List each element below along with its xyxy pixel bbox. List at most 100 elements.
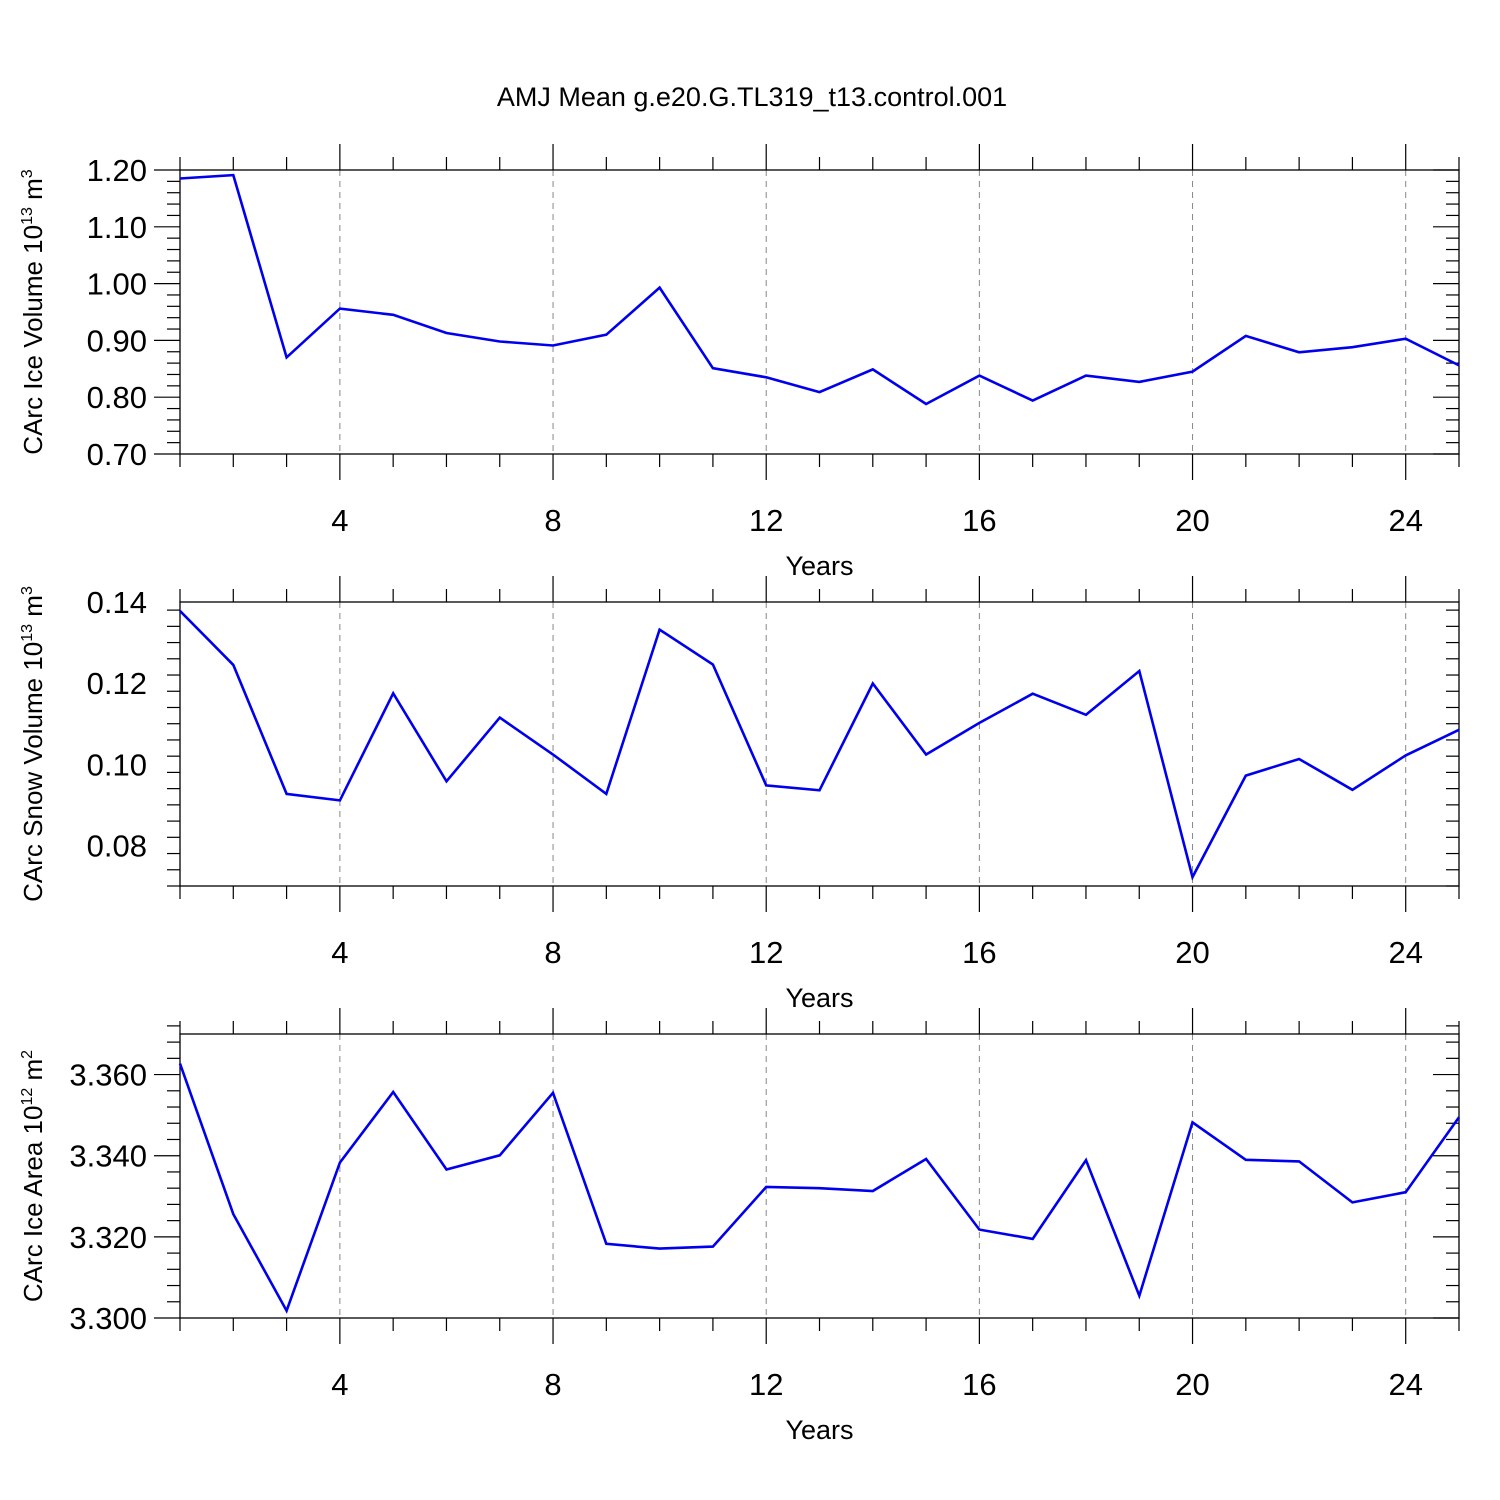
x-tick-label: 4 [331,1367,348,1402]
y-tick-label: 3.320 [69,1220,147,1255]
data-point [1244,334,1248,338]
x-tick-label: 8 [544,1367,561,1402]
data-point [604,1242,608,1246]
data-point [1084,374,1088,378]
data-point [551,344,555,348]
x-tick-label: 4 [331,935,348,970]
data-point [1191,370,1195,374]
x-tick-label: 20 [1175,935,1209,970]
series-line [179,609,1460,881]
y-axis-label-main: CArc Snow Volume 10 [18,642,48,902]
chart-panel-1: 0.70 0.80 0.90 1.00 1.10 1.20 4 8 12 16 20 24 Years C… [18,144,1460,581]
data-point [924,402,928,406]
series-line [178,1063,1461,1314]
data-point [818,1186,822,1190]
series-line [179,173,1460,406]
data-point [1084,1158,1088,1162]
x-tick-label: 8 [544,935,561,970]
y-tick-label: 0.90 [87,323,147,358]
data-point [498,340,502,344]
data-point [178,177,182,181]
data-point [1137,1294,1141,1298]
data-point [711,366,715,370]
data-point [391,313,395,317]
x-tick-label: 24 [1388,1367,1422,1402]
y-axis-label-unit-exponent: 3 [19,586,36,595]
y-axis-label-unit-exponent: 3 [19,169,36,178]
data-point [551,753,555,757]
y-axis-label-unit-exponent: 2 [19,1050,36,1059]
data-point [658,286,662,290]
data-point [977,1228,981,1232]
y-tick-label: 0.10 [87,747,147,782]
data-point [977,374,981,378]
y-tick-label: 3.340 [69,1139,147,1174]
data-point [231,663,235,667]
y-tick-label: 0.14 [87,585,147,620]
data-point [1031,692,1035,696]
data-point [871,367,875,371]
figure-title: AMJ Mean g.e20.G.TL319_t13.control.001 [497,82,1007,112]
data-point [1191,875,1195,879]
data-point [391,1090,395,1094]
data-point [444,779,448,783]
y-axis-label-main: CArc Ice Area 10 [18,1106,48,1303]
x-tick-label: 24 [1388,503,1422,538]
y-axis-label-exponent: 13 [19,207,36,225]
data-point [604,792,608,796]
data-point [1404,753,1408,757]
x-axis-label: Years [785,551,853,581]
y-tick-label: 1.20 [87,153,147,188]
y-axis-label-main: CArc Ice Volume 10 [18,225,48,455]
y-axis-label-unit: m [18,178,48,207]
data-point [285,355,289,359]
data-point [178,609,182,613]
data-point [498,1153,502,1157]
data-point [285,1309,289,1313]
data-point [1457,728,1461,732]
x-tick-label: 12 [749,1367,783,1402]
data-point [1457,1115,1461,1119]
chart-panel-2: 0.08 0.10 0.12 0.14 4 8 12 16 20 24 Years CArc Snow… [18,576,1461,1013]
y-axis-label-exponent: 13 [19,624,36,642]
y-tick-label: 3.360 [69,1058,147,1093]
plot-frame [179,1033,1460,1319]
chart-panels: 0.700.800.901.001.101.204 8 12 16 20 24YearsC… [18,144,1461,1445]
y-tick-label: 0.12 [87,666,147,701]
y-axis-label-unit: m [18,595,48,624]
data-point [1031,1237,1035,1241]
data-point [1297,350,1301,354]
data-point [871,682,875,686]
y-tick-label: 0.08 [87,828,147,863]
y-axis-label: CArc Snow Volume 1013 m3 [18,586,48,902]
data-point [977,721,981,725]
data-point [338,798,342,802]
x-axis-label: Years [785,1415,853,1445]
data-point [285,792,289,796]
chart-panel-3: 3.300 3.320 3.340 3.360 4 8 12 16 20 24 Years CArc … [18,1008,1461,1445]
y-tick-label: 0.80 [87,380,147,415]
y-axis-label: CArc Ice Volume 1013 m3 [18,169,48,454]
data-point [338,1161,342,1165]
data-point [178,1062,182,1066]
data-point [764,375,768,379]
y-tick-label: 0.70 [87,437,147,472]
data-point [1244,774,1248,778]
data-point [1404,337,1408,341]
x-tick-label: 24 [1388,935,1422,970]
data-point [1297,1159,1301,1163]
data-point [711,662,715,666]
data-point [1084,713,1088,717]
data-point [658,1247,662,1251]
data-point [764,1185,768,1189]
plot-frame [179,601,1460,887]
x-tick-label: 8 [544,503,561,538]
y-axis-label-unit: m [18,1059,48,1088]
data-point [604,333,608,337]
data-point [551,1091,555,1095]
data-point [1137,380,1141,384]
data-point [391,691,395,695]
y-axis-label: CArc Ice Area 1012 m2 [18,1050,48,1302]
data-point [444,1168,448,1172]
